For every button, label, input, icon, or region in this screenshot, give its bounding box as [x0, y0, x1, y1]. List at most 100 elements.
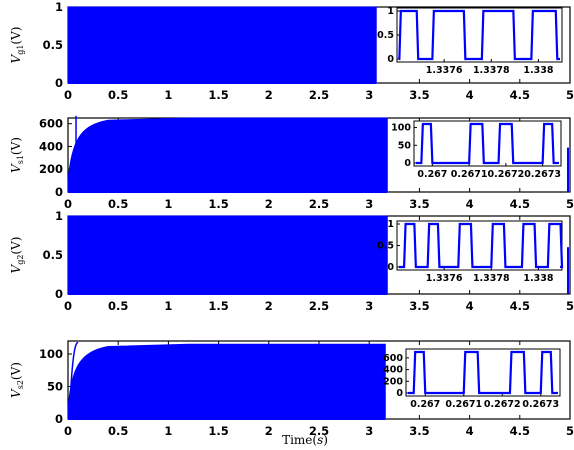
x-tick-label: 4.5: [510, 197, 530, 211]
x-tick-label: 2: [265, 299, 273, 313]
signal-overshoot: [69, 342, 79, 405]
x-tick-label: 2.5: [309, 299, 329, 313]
x-tick-label: 3: [365, 197, 373, 211]
x-tick-label: 0.5: [108, 299, 128, 313]
y-axis-label: Vg2(V): [9, 237, 25, 274]
inset-x-tick-label: 0.2671: [445, 399, 482, 410]
x-tick-label: 4.5: [510, 88, 530, 102]
x-tick-label: 0: [64, 299, 72, 313]
y-tick-label: 0.5: [43, 38, 63, 52]
signal-band: [67, 343, 386, 420]
x-tick-label: 4: [466, 299, 474, 313]
inset-frame: [396, 7, 563, 63]
x-tick-label: 1.5: [208, 299, 228, 313]
y-tick-label: 0.5: [43, 248, 63, 262]
inset-y-tick-label: 0: [404, 158, 411, 169]
y-tick-label: 200: [39, 162, 63, 176]
y-tick-label: 600: [39, 117, 63, 131]
inset-waveform: [399, 222, 564, 269]
inset-x-tick-label: 0.2672: [488, 169, 525, 180]
inset-y-tick-label: 0: [387, 54, 394, 65]
inset-3: 1.3376 1.3378 1.338 0 0.5 1: [377, 219, 564, 284]
x-tick-label: 4: [466, 197, 474, 211]
x-tick-label: 4: [466, 424, 474, 438]
y-axis-label: Vg1(V): [9, 27, 25, 64]
y-tick-label: 400: [39, 139, 63, 153]
x-tick-label: 4.5: [510, 299, 530, 313]
x-tick-label: 5: [566, 197, 574, 211]
x-axis-label: Time(s): [282, 433, 328, 447]
y-axis-label: Vs2(V): [9, 362, 25, 398]
x-tick-label: 1.5: [208, 88, 228, 102]
y-axis-label: Vs1(V): [9, 137, 25, 173]
y-tick-label: 0: [55, 412, 63, 426]
inset-y-tick-label: 200: [383, 376, 403, 387]
inset-x-tick-label: 0.267: [410, 399, 440, 410]
inset-x-tick-label: 0.2671: [451, 169, 488, 180]
x-tick-label: 1.5: [208, 197, 228, 211]
inset-y-tick-label: 1: [387, 219, 394, 230]
inset-x-tick-label: 1.3378: [473, 273, 510, 284]
signal-band: [67, 6, 377, 84]
x-tick-label: 3: [365, 424, 373, 438]
x-tick-label: 1: [164, 424, 172, 438]
x-tick-label: 2: [265, 197, 273, 211]
x-tick-label: 3.5: [409, 197, 429, 211]
x-tick-label: 0.5: [108, 88, 128, 102]
x-tick-label: 0.5: [108, 197, 128, 211]
x-tick-label: 5: [566, 88, 574, 102]
x-tick-label: 0: [64, 424, 72, 438]
inset-x-tick-label: 1.338: [523, 273, 553, 284]
inset-x-tick-label: 0.2672: [484, 399, 521, 410]
inset-1: 1.3376 1.3378 1.338 0 0.5 1: [377, 6, 563, 76]
inset-y-tick-label: 50: [398, 140, 412, 151]
inset-x-tick-label: 0.2673: [522, 399, 559, 410]
panel-2: 0 0.5 1 1.5 2 2.5 3 3.5 4 4.5 50200400600Vs1(V)0.2…: [9, 115, 574, 211]
y-tick-label: 100: [39, 347, 63, 361]
inset-y-tick-label: 0.5: [377, 30, 394, 41]
x-tick-label: 2: [265, 424, 273, 438]
inset-x-tick-label: 1.3376: [426, 273, 463, 284]
x-tick-label: 2: [265, 88, 273, 102]
inset-y-tick-label: 1: [387, 6, 394, 17]
x-tick-label: 4: [466, 88, 474, 102]
x-tick-label: 1: [164, 197, 172, 211]
y-tick-label: 0: [55, 185, 63, 199]
inset-x-tick-label: 0.2673: [524, 169, 561, 180]
x-tick-label: 5: [566, 299, 574, 313]
inset-y-tick-label: 400: [383, 365, 403, 376]
x-tick-label: 4.5: [510, 424, 530, 438]
inset-frame: [396, 220, 563, 271]
x-tick-label: 3.5: [409, 88, 429, 102]
inset-y-tick-label: 0: [387, 262, 394, 273]
x-tick-label: 5: [566, 424, 574, 438]
signal-band: [67, 215, 388, 295]
inset-waveform: [408, 350, 558, 395]
x-tick-label: 2.5: [309, 197, 329, 211]
x-tick-label: 3.5: [409, 424, 429, 438]
x-tick-label: 3.5: [409, 299, 429, 313]
y-tick-label: 50: [47, 380, 63, 394]
y-tick-label: 1: [55, 209, 63, 223]
inset-2: 0.267 0.2671 0.2672 0.2673 0 50 100: [391, 120, 562, 180]
y-tick-label: 0: [55, 76, 63, 90]
inset-y-tick-label: 100: [391, 123, 411, 134]
x-tick-label: 2.5: [309, 88, 329, 102]
inset-x-tick-label: 1.3376: [426, 65, 463, 76]
inset-x-tick-label: 0.267: [417, 169, 447, 180]
inset-y-tick-label: 600: [383, 353, 403, 364]
x-tick-label: 0: [64, 197, 72, 211]
x-tick-label: 1: [164, 299, 172, 313]
inset-waveform: [416, 122, 559, 165]
inset-x-tick-label: 1.338: [523, 65, 553, 76]
x-tick-label: 3: [365, 299, 373, 313]
x-tick-label: 0.5: [108, 424, 128, 438]
x-tick-label: 3: [365, 88, 373, 102]
inset-y-tick-label: 0: [396, 388, 403, 399]
inset-y-tick-label: 0.5: [377, 241, 394, 252]
signal-band: [67, 117, 388, 193]
